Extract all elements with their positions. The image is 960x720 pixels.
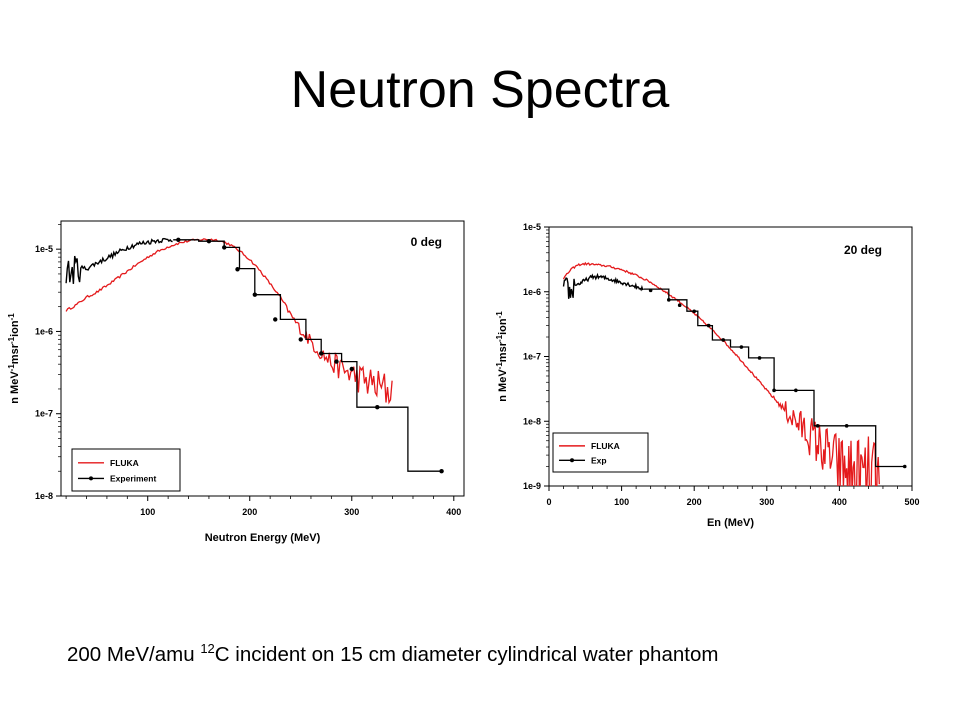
experiment-marker xyxy=(692,309,696,314)
experiment-marker xyxy=(375,405,380,410)
experiment-marker xyxy=(252,292,258,297)
experiment-marker xyxy=(844,424,849,428)
x-tick-label: 200 xyxy=(687,497,702,507)
y-tick-label: 1e-8 xyxy=(35,491,53,501)
plot-frame xyxy=(60,220,465,497)
y-tick-label: 1e-5 xyxy=(523,222,541,232)
legend-box xyxy=(71,448,181,492)
caption-text-before: 200 MeV/amu xyxy=(67,643,201,666)
y-tick-label: 1e-8 xyxy=(523,416,541,426)
y-axis-label-part: n MeV xyxy=(497,369,509,402)
legend-experiment-marker xyxy=(89,476,93,481)
experiment-marker xyxy=(176,237,181,242)
slide-title: Neutron Spectra xyxy=(290,61,670,119)
y-axis-label-superscript: -1 xyxy=(495,334,504,342)
experiment-marker xyxy=(206,238,212,244)
x-tick-label: 100 xyxy=(140,507,155,517)
x-tick-label: 200 xyxy=(242,507,257,517)
y-tick-label: 1e-9 xyxy=(523,481,541,491)
x-axis-label: Neutron Energy (MeV) xyxy=(205,532,321,544)
y-tick-label: 1e-6 xyxy=(35,326,53,336)
experiment-marker xyxy=(815,424,820,428)
y-tick-label: 1e-5 xyxy=(35,244,53,254)
experiment-marker xyxy=(349,366,354,372)
chart-annotation: 20 deg xyxy=(844,243,882,257)
y-axis-label-superscript: -1 xyxy=(7,364,16,372)
plot-area xyxy=(562,261,905,486)
experiment-marker xyxy=(902,464,907,469)
chart-annotation: 0 deg xyxy=(411,235,442,249)
y-axis-label-part: msr xyxy=(497,341,509,362)
y-axis-label-part: ion xyxy=(497,318,509,335)
experiment-marker xyxy=(222,245,227,250)
experiment-step-line xyxy=(643,288,905,468)
experiment-noisy-line xyxy=(65,237,173,284)
y-axis-label-superscript: -1 xyxy=(495,311,504,319)
y-axis-label-part: msr xyxy=(9,343,21,364)
chart-legend: FLUKA Exp xyxy=(552,432,649,473)
experiment-marker xyxy=(677,303,682,307)
experiment-marker xyxy=(273,317,278,322)
y-axis-label-superscript: -1 xyxy=(7,336,16,344)
experiment-marker xyxy=(648,288,653,293)
x-tick-label: 400 xyxy=(832,497,847,507)
y-axis-label-part: n MeV xyxy=(9,371,21,404)
x-tick-label: 0 xyxy=(546,497,551,507)
legend-label-fluka: FLUKA xyxy=(591,441,620,451)
experiment-marker xyxy=(235,267,240,272)
y-tick-label: 1e-7 xyxy=(35,409,53,419)
experiment-marker xyxy=(334,359,339,364)
fluka-line xyxy=(65,238,393,405)
x-tick-label: 400 xyxy=(446,507,461,517)
experiment-marker xyxy=(772,388,776,393)
chart-legend: FLUKA Experiment xyxy=(71,448,181,492)
legend-label-experiment: Experiment xyxy=(110,473,156,483)
y-axis-label-superscript: -1 xyxy=(7,313,16,321)
experiment-marker xyxy=(439,469,444,474)
x-tick-label: 100 xyxy=(614,497,629,507)
y-axis-label-part: ion xyxy=(9,320,21,337)
x-tick-label: 300 xyxy=(344,507,359,517)
experiment-marker xyxy=(739,345,744,349)
experiment-marker xyxy=(721,338,726,342)
experiment-marker xyxy=(706,323,711,328)
slide-caption: 200 MeV/amu 12C incident on 15 cm diamet… xyxy=(67,641,718,669)
experiment-noisy-line xyxy=(562,272,644,299)
y-axis-label-superscript: -1 xyxy=(495,362,504,370)
experiment-marker xyxy=(757,356,762,360)
legend-experiment-marker xyxy=(570,458,574,463)
legend-label-experiment: Exp xyxy=(591,455,607,465)
x-tick-label: 300 xyxy=(759,497,774,507)
y-axis-label: n MeV-1msr-1ion-1 xyxy=(495,311,509,402)
caption-text-after: C incident on 15 cm diameter cylindrical… xyxy=(214,643,719,666)
x-axis-label: En (MeV) xyxy=(707,517,754,529)
experiment-marker xyxy=(318,351,324,356)
experiment-marker xyxy=(666,298,671,302)
y-tick-label: 1e-6 xyxy=(523,287,541,297)
caption-superscript: 12 xyxy=(200,641,215,656)
x-tick-label: 500 xyxy=(904,497,919,507)
legend-box xyxy=(552,432,649,473)
y-tick-label: 1e-7 xyxy=(523,352,541,362)
experiment-marker xyxy=(298,337,303,342)
y-axis-label: n MeV-1msr-1ion-1 xyxy=(7,313,21,404)
legend-label-fluka: FLUKA xyxy=(110,458,139,468)
experiment-marker xyxy=(794,388,798,393)
